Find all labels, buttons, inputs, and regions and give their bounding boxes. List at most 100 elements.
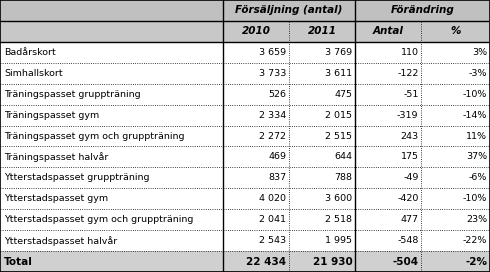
- Bar: [0, 21, 223, 42]
- Text: -6%: -6%: [468, 173, 487, 182]
- Bar: [0, 146, 223, 167]
- Bar: [0, 42, 223, 63]
- Text: Träningspasset gruppträning: Träningspasset gruppträning: [4, 90, 141, 99]
- Bar: [355, 0, 490, 21]
- Text: Träningspasset gym: Träningspasset gym: [4, 111, 99, 120]
- Text: Ytterstadspasset halvår: Ytterstadspasset halvår: [4, 236, 117, 246]
- Text: -122: -122: [397, 69, 418, 78]
- Text: 2 015: 2 015: [325, 111, 352, 120]
- Bar: [355, 63, 421, 84]
- Text: -10%: -10%: [463, 194, 487, 203]
- Text: Ytterstadspasset gruppträning: Ytterstadspasset gruppträning: [4, 173, 149, 182]
- Text: Total: Total: [4, 256, 33, 267]
- Text: 3 600: 3 600: [325, 194, 352, 203]
- Bar: [289, 146, 355, 167]
- Text: 2 041: 2 041: [259, 215, 286, 224]
- Bar: [223, 126, 289, 146]
- Bar: [223, 230, 289, 251]
- Bar: [223, 167, 289, 188]
- Bar: [0, 251, 223, 272]
- Text: 526: 526: [268, 90, 286, 99]
- Text: %: %: [450, 26, 461, 36]
- Text: Simhallskort: Simhallskort: [4, 69, 63, 78]
- Bar: [223, 188, 289, 209]
- Text: 3 611: 3 611: [325, 69, 352, 78]
- Bar: [421, 105, 490, 126]
- Text: -3%: -3%: [468, 69, 487, 78]
- Text: 3 659: 3 659: [259, 48, 286, 57]
- Text: 788: 788: [334, 173, 352, 182]
- Text: 2 518: 2 518: [325, 215, 352, 224]
- Text: -51: -51: [403, 90, 418, 99]
- Bar: [223, 84, 289, 105]
- Text: 1 995: 1 995: [325, 236, 352, 245]
- Bar: [0, 84, 223, 105]
- Bar: [355, 230, 421, 251]
- Text: 3 769: 3 769: [325, 48, 352, 57]
- Text: -14%: -14%: [463, 111, 487, 120]
- Text: 2011: 2011: [308, 26, 337, 36]
- Bar: [0, 230, 223, 251]
- Text: Badårskort: Badårskort: [4, 48, 56, 57]
- Text: 2010: 2010: [242, 26, 270, 36]
- Bar: [421, 209, 490, 230]
- Text: Försäljning (antal): Försäljning (antal): [235, 5, 343, 16]
- Bar: [0, 188, 223, 209]
- Bar: [421, 126, 490, 146]
- Bar: [223, 105, 289, 126]
- Text: 2 272: 2 272: [259, 131, 286, 141]
- Text: -2%: -2%: [465, 256, 487, 267]
- Text: -319: -319: [397, 111, 418, 120]
- Bar: [421, 230, 490, 251]
- Bar: [289, 209, 355, 230]
- Text: 110: 110: [400, 48, 418, 57]
- Bar: [421, 188, 490, 209]
- Bar: [289, 63, 355, 84]
- Bar: [289, 188, 355, 209]
- Bar: [223, 42, 289, 63]
- Bar: [355, 84, 421, 105]
- Bar: [289, 21, 355, 42]
- Bar: [355, 21, 421, 42]
- Text: 11%: 11%: [466, 131, 487, 141]
- Text: Antal: Antal: [373, 26, 404, 36]
- Text: Träningspasset halvår: Träningspasset halvår: [4, 152, 108, 162]
- Bar: [289, 251, 355, 272]
- Bar: [355, 42, 421, 63]
- Text: -22%: -22%: [463, 236, 487, 245]
- Bar: [355, 105, 421, 126]
- Text: 2 515: 2 515: [325, 131, 352, 141]
- Bar: [289, 42, 355, 63]
- Bar: [421, 42, 490, 63]
- Bar: [289, 126, 355, 146]
- Bar: [421, 167, 490, 188]
- Text: -49: -49: [403, 173, 418, 182]
- Text: -10%: -10%: [463, 90, 487, 99]
- Bar: [0, 63, 223, 84]
- Text: 837: 837: [268, 173, 286, 182]
- Bar: [223, 0, 355, 21]
- Bar: [421, 63, 490, 84]
- Bar: [289, 167, 355, 188]
- Text: 3 733: 3 733: [259, 69, 286, 78]
- Bar: [0, 209, 223, 230]
- Text: -504: -504: [392, 256, 418, 267]
- Bar: [355, 167, 421, 188]
- Bar: [355, 209, 421, 230]
- Text: 469: 469: [268, 152, 286, 161]
- Text: 21 930: 21 930: [313, 256, 352, 267]
- Bar: [289, 84, 355, 105]
- Bar: [223, 251, 289, 272]
- Bar: [223, 146, 289, 167]
- Bar: [421, 251, 490, 272]
- Text: 2 543: 2 543: [259, 236, 286, 245]
- Text: Ytterstadspasset gym och gruppträning: Ytterstadspasset gym och gruppträning: [4, 215, 193, 224]
- Bar: [223, 209, 289, 230]
- Bar: [355, 126, 421, 146]
- Text: 23%: 23%: [466, 215, 487, 224]
- Bar: [223, 21, 289, 42]
- Text: 644: 644: [334, 152, 352, 161]
- Bar: [421, 21, 490, 42]
- Text: 4 020: 4 020: [259, 194, 286, 203]
- Text: -420: -420: [397, 194, 418, 203]
